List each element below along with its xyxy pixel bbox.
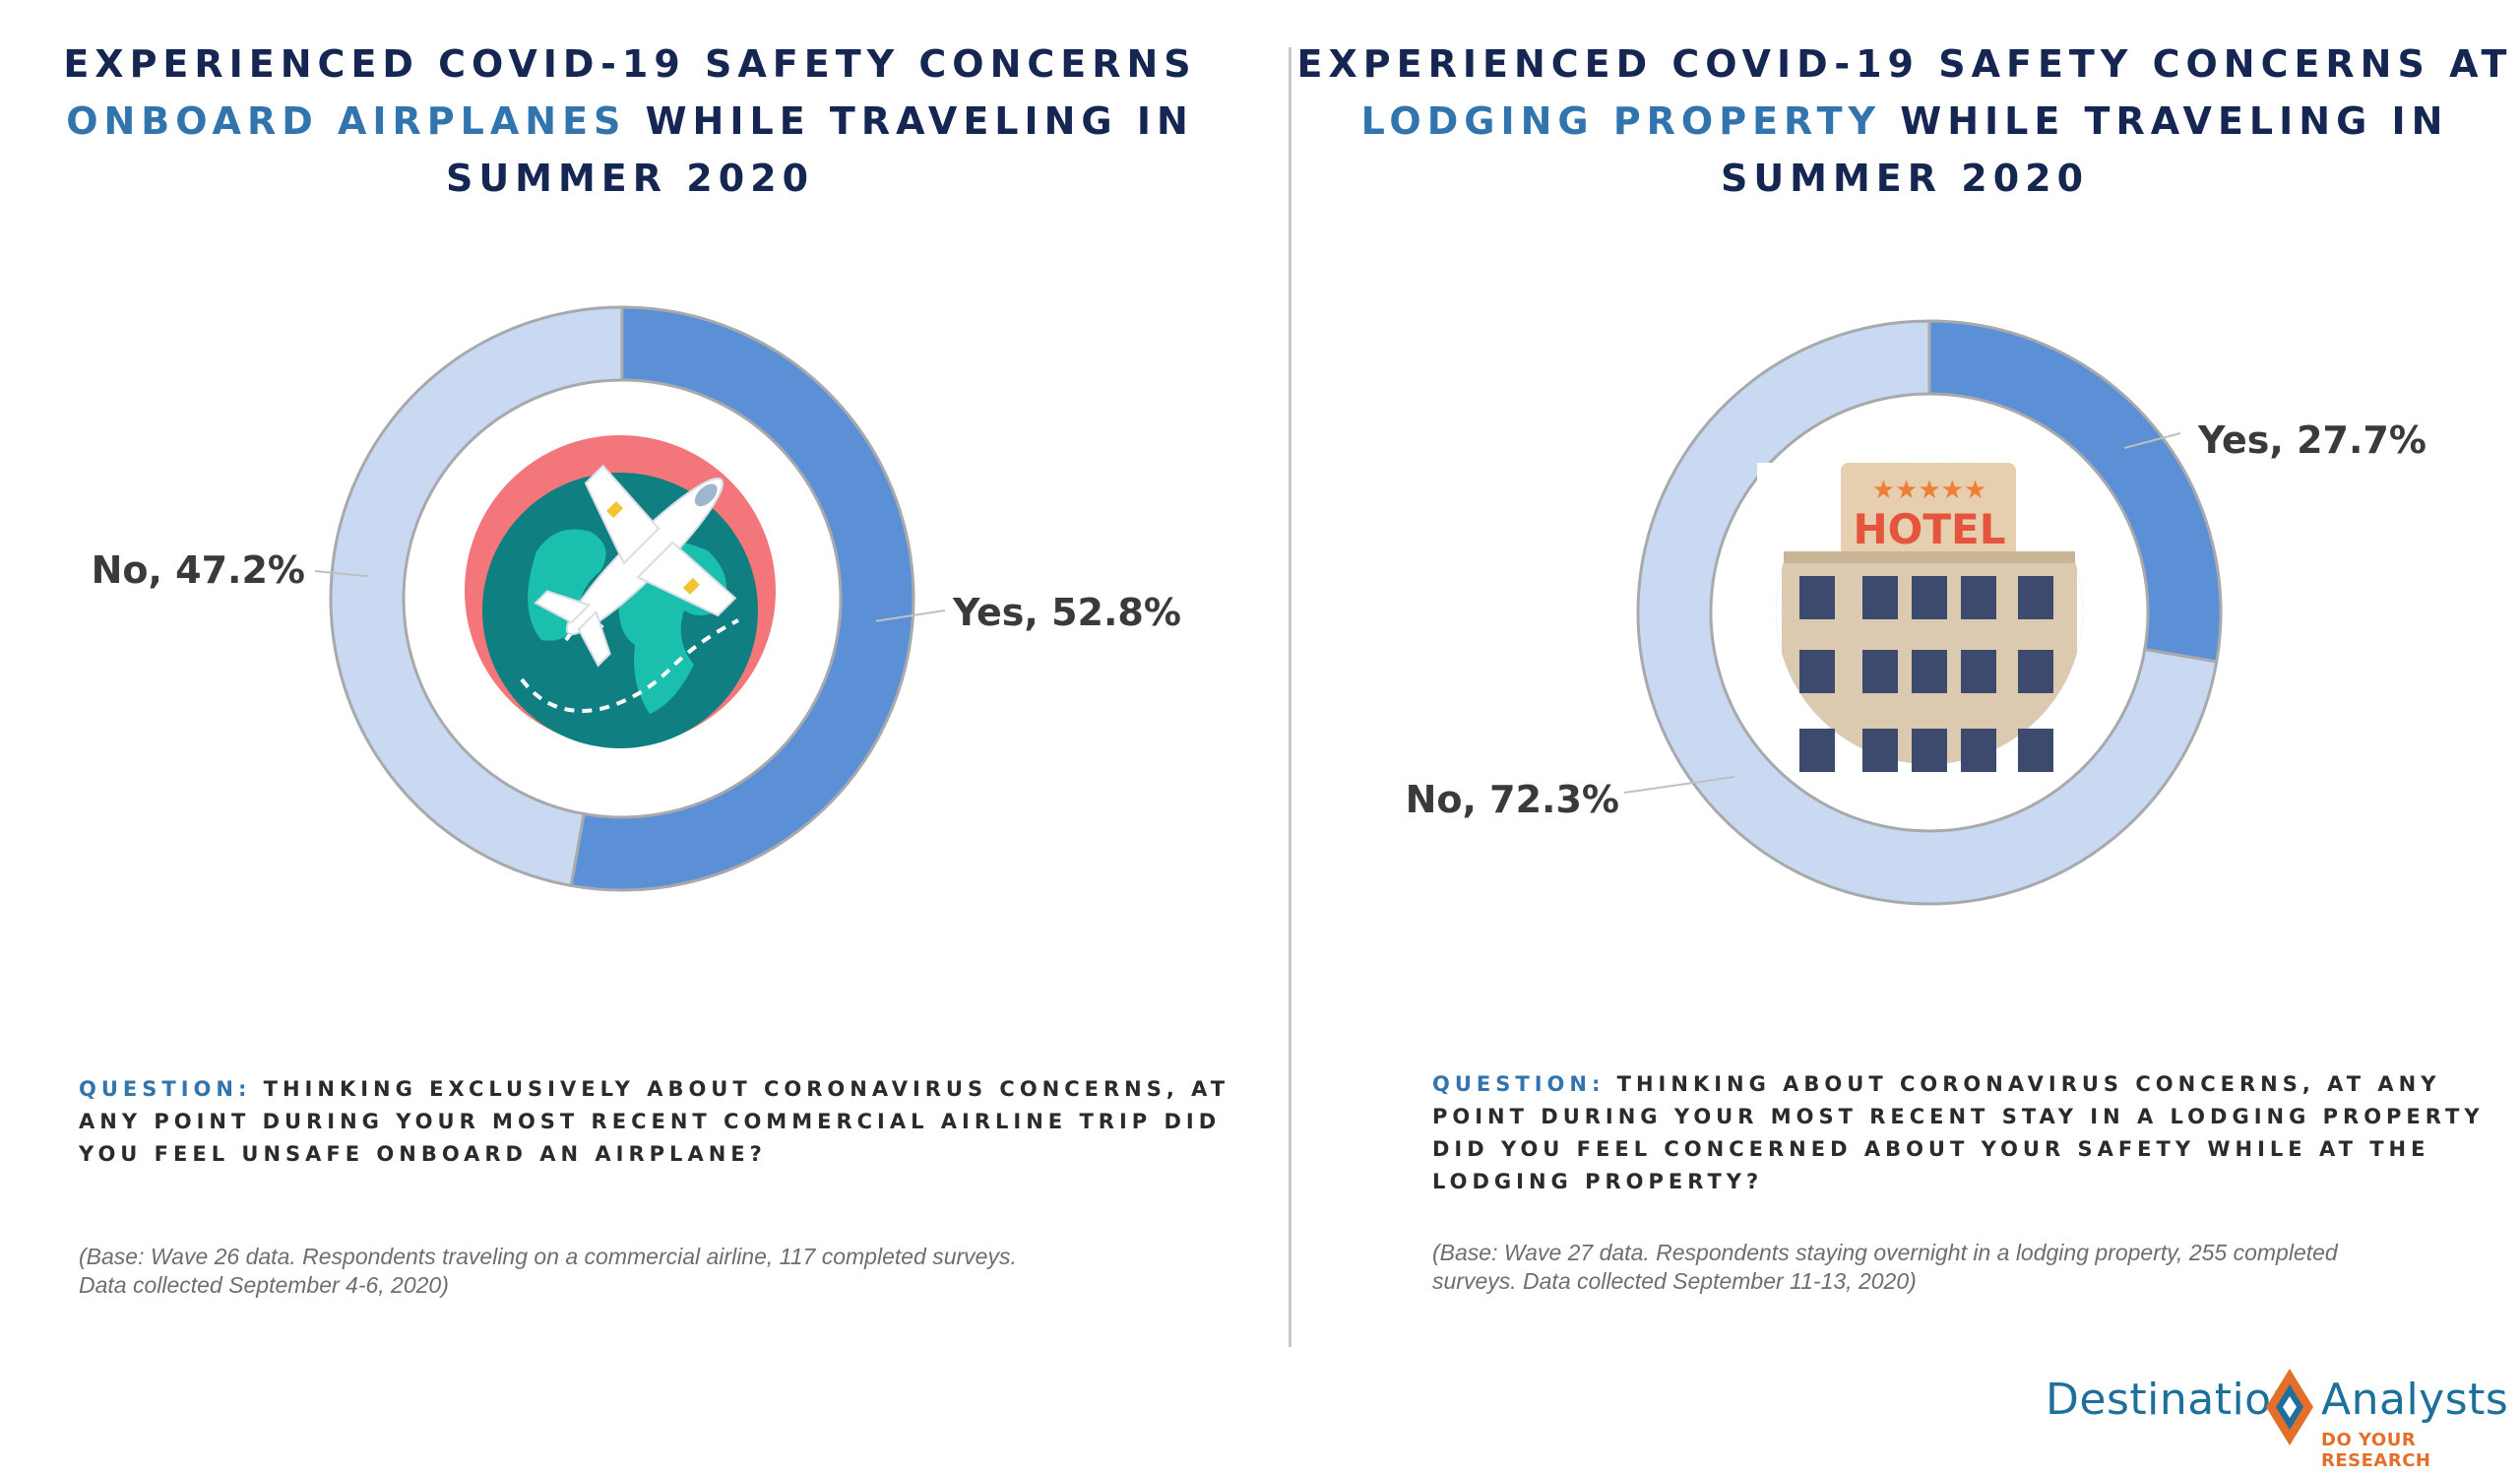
title-line-2: LODGING PROPERTY WHILE TRAVELING IN SUMM… — [1290, 93, 2520, 207]
window-icon — [1961, 729, 1996, 772]
question-text: THINKING EXCLUSIVELY ABOUT CORONAVIRUS C… — [79, 1077, 1230, 1166]
leader-line-yes — [875, 609, 946, 622]
chart-title: EXPERIENCED COVID-19 SAFETY CONCERNS AT … — [1290, 35, 2520, 207]
slice-label-no: No, 47.2% — [92, 548, 305, 592]
question-label: QUESTION: — [1432, 1072, 1606, 1096]
question-text: THINKING ABOUT CORONAVIRUS CONCERNS, AT … — [1432, 1072, 2485, 1193]
window-icon — [2018, 576, 2053, 619]
panel-divider — [1289, 47, 1292, 1347]
title-accent: LODGING PROPERTY — [1360, 99, 1882, 143]
window-icon — [1799, 650, 1835, 693]
donut-chart-airplanes: Yes, 52.8% No, 47.2% — [92, 305, 1181, 892]
question-label: QUESTION: — [79, 1077, 252, 1101]
title-line-2: ONBOARD AIRPLANES WHILE TRAVELING IN SUM… — [0, 93, 1260, 207]
hotel-sign: HOTEL — [1854, 505, 2006, 553]
window-icon — [1912, 650, 1947, 693]
window-icon — [1961, 650, 1996, 693]
window-icon — [1961, 576, 1996, 619]
title-line-1: EXPERIENCED COVID-19 SAFETY CONCERNS — [63, 42, 1197, 86]
leader-line-yes — [2123, 432, 2181, 450]
leader-line-no — [314, 570, 369, 578]
donut-slice-yes — [569, 305, 915, 892]
slice-labels: Yes, 27.7% No, 72.3% — [1406, 418, 2426, 821]
logo-word-1: Destination — [2046, 1375, 2300, 1425]
survey-question: QUESTION: THINKING ABOUT CORONAVIRUS CON… — [1432, 1068, 2505, 1198]
title-accent: ONBOARD AIRPLANES — [66, 99, 627, 143]
donut-slices — [329, 305, 915, 892]
window-icon — [1799, 729, 1835, 772]
hotel-building-icon: ★★★★★ HOTEL — [1757, 457, 2083, 772]
donut-slice-no — [1636, 319, 2219, 906]
window-icon — [2018, 650, 2053, 693]
logo-tagline: DO YOUR RESEARCH — [2321, 1430, 2431, 1471]
panel-airplanes: EXPERIENCED COVID-19 SAFETY CONCERNS ONB… — [0, 35, 1260, 1298]
donut-slice-no — [329, 305, 624, 888]
donut-chart-lodging: ★★★★★ HOTEL Yes, 27.7% No, 72.3% — [1406, 319, 2426, 906]
title-rest: WHILE TRAVELING IN SUMMER 2020 — [445, 99, 1194, 200]
base-note: (Base: Wave 27 data. Respondents staying… — [1432, 1240, 2338, 1294]
chart-title: EXPERIENCED COVID-19 SAFETY CONCERNS ONB… — [0, 35, 1260, 207]
window-icon — [2018, 729, 2053, 772]
window-icon — [1862, 729, 1898, 772]
window-icon — [1912, 576, 1947, 619]
logo-word-2: Analysts — [2321, 1375, 2509, 1425]
globe-airplane-icon — [465, 435, 776, 748]
window-icon — [1862, 650, 1898, 693]
svg-text:★★★★★: ★★★★★ — [1872, 476, 1987, 505]
title-line-1: EXPERIENCED COVID-19 SAFETY CONCERNS AT — [1296, 42, 2513, 86]
base-note: (Base: Wave 26 data. Respondents traveli… — [79, 1244, 1017, 1298]
donut-slices — [1636, 319, 2223, 906]
survey-question: QUESTION: THINKING EXCLUSIVELY ABOUT COR… — [79, 1073, 1240, 1171]
window-icon — [1912, 729, 1947, 772]
window-icon — [1799, 576, 1835, 619]
leader-line-no — [1623, 775, 1735, 794]
title-rest: WHILE TRAVELING IN SUMMER 2020 — [1720, 99, 2449, 200]
slice-labels: Yes, 52.8% No, 47.2% — [92, 548, 1181, 634]
destination-analysts-logo: Destination Analysts DO YOUR RESEARCH — [2046, 1365, 2509, 1471]
diamond-logo-icon — [2266, 1369, 2313, 1445]
slice-label-yes: Yes, 27.7% — [2197, 418, 2426, 462]
slice-label-yes: Yes, 52.8% — [952, 591, 1181, 634]
slice-label-no: No, 72.3% — [1406, 778, 1619, 821]
window-icon — [1862, 576, 1898, 619]
panel-lodging: EXPERIENCED COVID-19 SAFETY CONCERNS AT … — [1290, 0, 2520, 1474]
